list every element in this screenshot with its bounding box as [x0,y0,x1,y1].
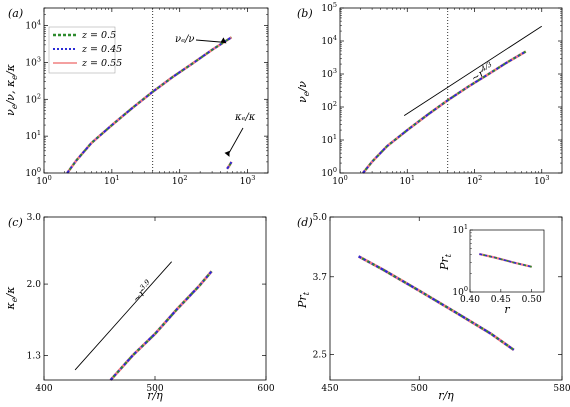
inset-y-tick-label: 100 [452,285,468,298]
x-tick-label: 102 [172,174,188,187]
x-tick-label: 103 [240,174,256,187]
reference-slope-label: ~r3.9 [130,278,156,305]
panel-c: 400 500 600 1.3 2.0 3.0 (c) ~r3.9 κe/κ r/η [4,213,275,402]
x-tick-label: 101 [104,174,120,187]
x-axis-label: r/η [147,389,163,402]
x-axis-label: r/η [438,389,454,402]
inset-x-tick-label: 0.40 [460,295,480,305]
y-axis-label: νe/ν [296,81,311,103]
legend-entry: z = 0.45 [81,44,122,55]
panel-c-frame [43,216,267,381]
y-tick-label: 5.0 [313,213,328,223]
y-tick-label: 100 [321,166,337,179]
y-axis-label: κe/κ [4,286,19,311]
series-line-z045 [109,270,213,381]
series-line-z045 [226,161,233,170]
inset-x-tick-label: 0.50 [522,295,542,305]
series-line-z05 [358,255,515,351]
series-line-z045 [479,253,532,268]
inset: 0.40 0.45 0.50 100 101 Prt r [438,223,545,316]
x-tick-label: 102 [467,174,483,187]
annotation-nu-ratio: νₑ/ν [175,34,194,45]
series-line-z05 [66,36,233,174]
y-tick-label: 102 [321,100,337,113]
series-line-z045 [66,36,233,174]
panel-a-label: (a) [8,7,23,20]
series-line-z05 [362,50,527,174]
legend-entry: z = 0.5 [81,30,116,41]
y-tick-label: 101 [321,133,337,146]
annotation-arrow-shaft [195,39,225,43]
legend: z = 0.5 z = 0.45 z = 0.55 [48,26,122,74]
x-tick-label: 450 [321,384,338,394]
x-tick-label: 580 [553,384,570,394]
annotation-arrow-shaft [228,127,244,155]
x-tick-label: 103 [534,174,550,187]
series-line-z045 [358,255,515,351]
y-tick-label: 1.3 [27,351,42,361]
panel-d-frame [329,216,563,381]
series-line-z055 [361,50,527,174]
x-tick-label: 600 [257,384,274,394]
panel-d-label: (d) [297,216,313,229]
panel-a: 100 101 102 103 100 101 102 103 104(a) νₑ/ν κₑ/κ z … [4,7,269,187]
inset-y-axis-label: Prt [438,253,453,271]
panel-d: 450 500 580 2.5 3.7 5.0(d) Prt r/η 0.40 0.45 0.50 1… [296,213,570,402]
y-axis-label: Prt [296,291,311,309]
x-tick-label: 500 [411,384,428,394]
panel-b-label: (b) [297,7,313,20]
y-tick-label: 105 [321,1,337,14]
y-tick-label: 101 [25,129,41,142]
inset-x-tick-label: 0.45 [491,295,511,305]
series-line-z045 [362,50,527,174]
legend-entry: z = 0.55 [81,58,122,69]
y-tick-label: 100 [25,166,41,179]
y-axis-label: νe/ν, κe/κ [4,63,19,115]
annotation-kappa-ratio: κₑ/κ [234,112,256,123]
inset-x-axis-label: r [504,303,510,316]
inset-y-tick-label: 101 [452,223,468,236]
series-line-z05 [226,161,233,170]
y-tick-label: 102 [25,92,41,105]
reference-slope-line [74,261,172,371]
panel-b: 100 101 102 103100101102103104105(b)~r4/3νe… [296,1,563,187]
y-tick-label: 103 [321,67,337,80]
inset-frame [469,229,545,293]
panel-a-frame [43,7,269,174]
reference-slope-line [403,25,543,116]
y-tick-label: 103 [25,55,41,68]
x-tick-label: 500 [146,384,163,394]
y-tick-label: 3.0 [27,213,42,223]
y-tick-label: 3.7 [313,273,328,283]
annotation-arrow-head [220,37,227,44]
panel-c-label: (c) [8,216,23,229]
y-tick-label: 104 [321,34,337,47]
y-tick-label: 2.0 [27,280,42,290]
panel-b-frame [339,7,563,174]
y-tick-label: 104 [25,19,41,32]
x-tick-label: 101 [399,174,415,187]
x-tick-label: 400 [35,384,52,394]
x-tick-label: 100 [36,174,52,187]
annotation-arrow-head [224,150,230,157]
y-tick-label: 2.5 [313,351,328,361]
x-tick-label: 100 [332,174,348,187]
